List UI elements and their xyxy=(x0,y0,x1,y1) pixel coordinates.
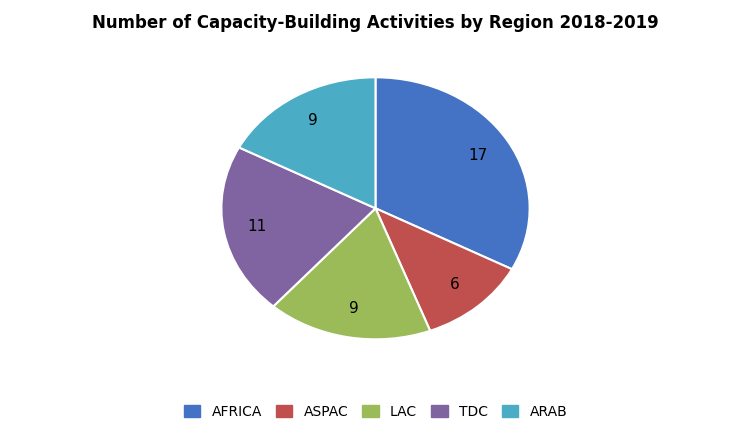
Legend: AFRICA, ASPAC, LAC, TDC, ARAB: AFRICA, ASPAC, LAC, TDC, ARAB xyxy=(178,399,573,424)
Wedge shape xyxy=(239,77,376,208)
Text: 17: 17 xyxy=(469,148,488,163)
Title: Number of Capacity-Building Activities by Region 2018-2019: Number of Capacity-Building Activities b… xyxy=(92,14,659,32)
Wedge shape xyxy=(273,208,430,339)
Wedge shape xyxy=(222,147,376,306)
Text: 11: 11 xyxy=(248,219,267,234)
Text: 9: 9 xyxy=(309,114,318,128)
Text: 6: 6 xyxy=(451,277,460,292)
Text: 9: 9 xyxy=(349,301,359,316)
Wedge shape xyxy=(376,77,529,269)
Wedge shape xyxy=(376,208,512,331)
